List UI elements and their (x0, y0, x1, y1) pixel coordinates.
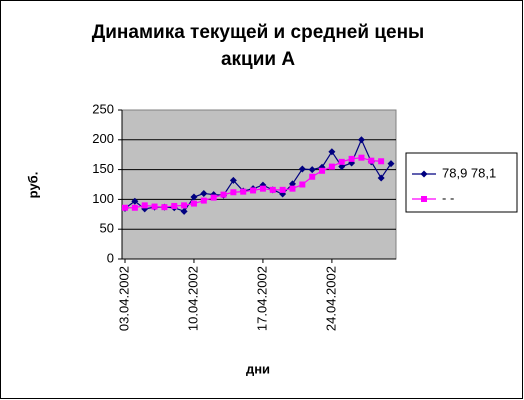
series-line (124, 138, 392, 213)
point (259, 185, 266, 192)
point (420, 170, 428, 178)
point (299, 181, 306, 188)
y-tick-label: 250 (92, 101, 114, 116)
point (328, 163, 335, 170)
y-tick-label: 0 (107, 250, 114, 265)
point (328, 148, 336, 156)
point (220, 191, 227, 198)
point (122, 204, 128, 211)
point (151, 203, 158, 210)
y-tick-label: 200 (92, 131, 114, 146)
legend (405, 152, 518, 213)
x-tick-label: 24.04.2002 (323, 266, 338, 331)
point (229, 176, 237, 184)
point (308, 166, 316, 174)
point (358, 154, 365, 161)
y-axis-title: руб. (25, 172, 40, 199)
point (387, 160, 395, 168)
point (357, 136, 365, 144)
point (171, 202, 178, 209)
point (377, 174, 385, 182)
point (421, 196, 427, 202)
point (131, 204, 138, 211)
point (210, 194, 217, 201)
plot-area (121, 109, 397, 260)
chart-title: акции А (221, 49, 295, 70)
y-tick-label: 100 (92, 191, 114, 206)
x-tick-label: 03.04.2002 (116, 266, 131, 331)
point (269, 186, 276, 193)
x-tick-label: 10.04.2002 (185, 266, 200, 331)
point (141, 202, 148, 209)
point (298, 165, 306, 173)
point (338, 158, 345, 165)
point (181, 202, 188, 209)
point (288, 180, 296, 188)
point (161, 204, 168, 211)
chart-title: Динамика текущей и средней цены (92, 22, 425, 43)
point (319, 167, 326, 174)
point (190, 200, 197, 207)
point (289, 185, 296, 192)
y-tick-label: 50 (100, 221, 114, 236)
point (240, 188, 247, 195)
point (180, 207, 188, 215)
point (378, 158, 385, 165)
point (309, 173, 316, 180)
point (250, 187, 257, 194)
point (338, 163, 346, 171)
y-tick-label: 150 (92, 161, 114, 176)
point (131, 197, 139, 205)
point (190, 193, 198, 201)
x-axis-title: дни (246, 361, 270, 376)
point (200, 197, 207, 204)
point (279, 186, 286, 193)
point (368, 157, 375, 164)
x-tick-label: 17.04.2002 (254, 266, 269, 331)
point (348, 155, 355, 162)
point (200, 189, 208, 197)
legend-label: - - (442, 190, 454, 205)
legend-label: 78,9 78,1 (442, 165, 496, 180)
point (230, 189, 237, 196)
